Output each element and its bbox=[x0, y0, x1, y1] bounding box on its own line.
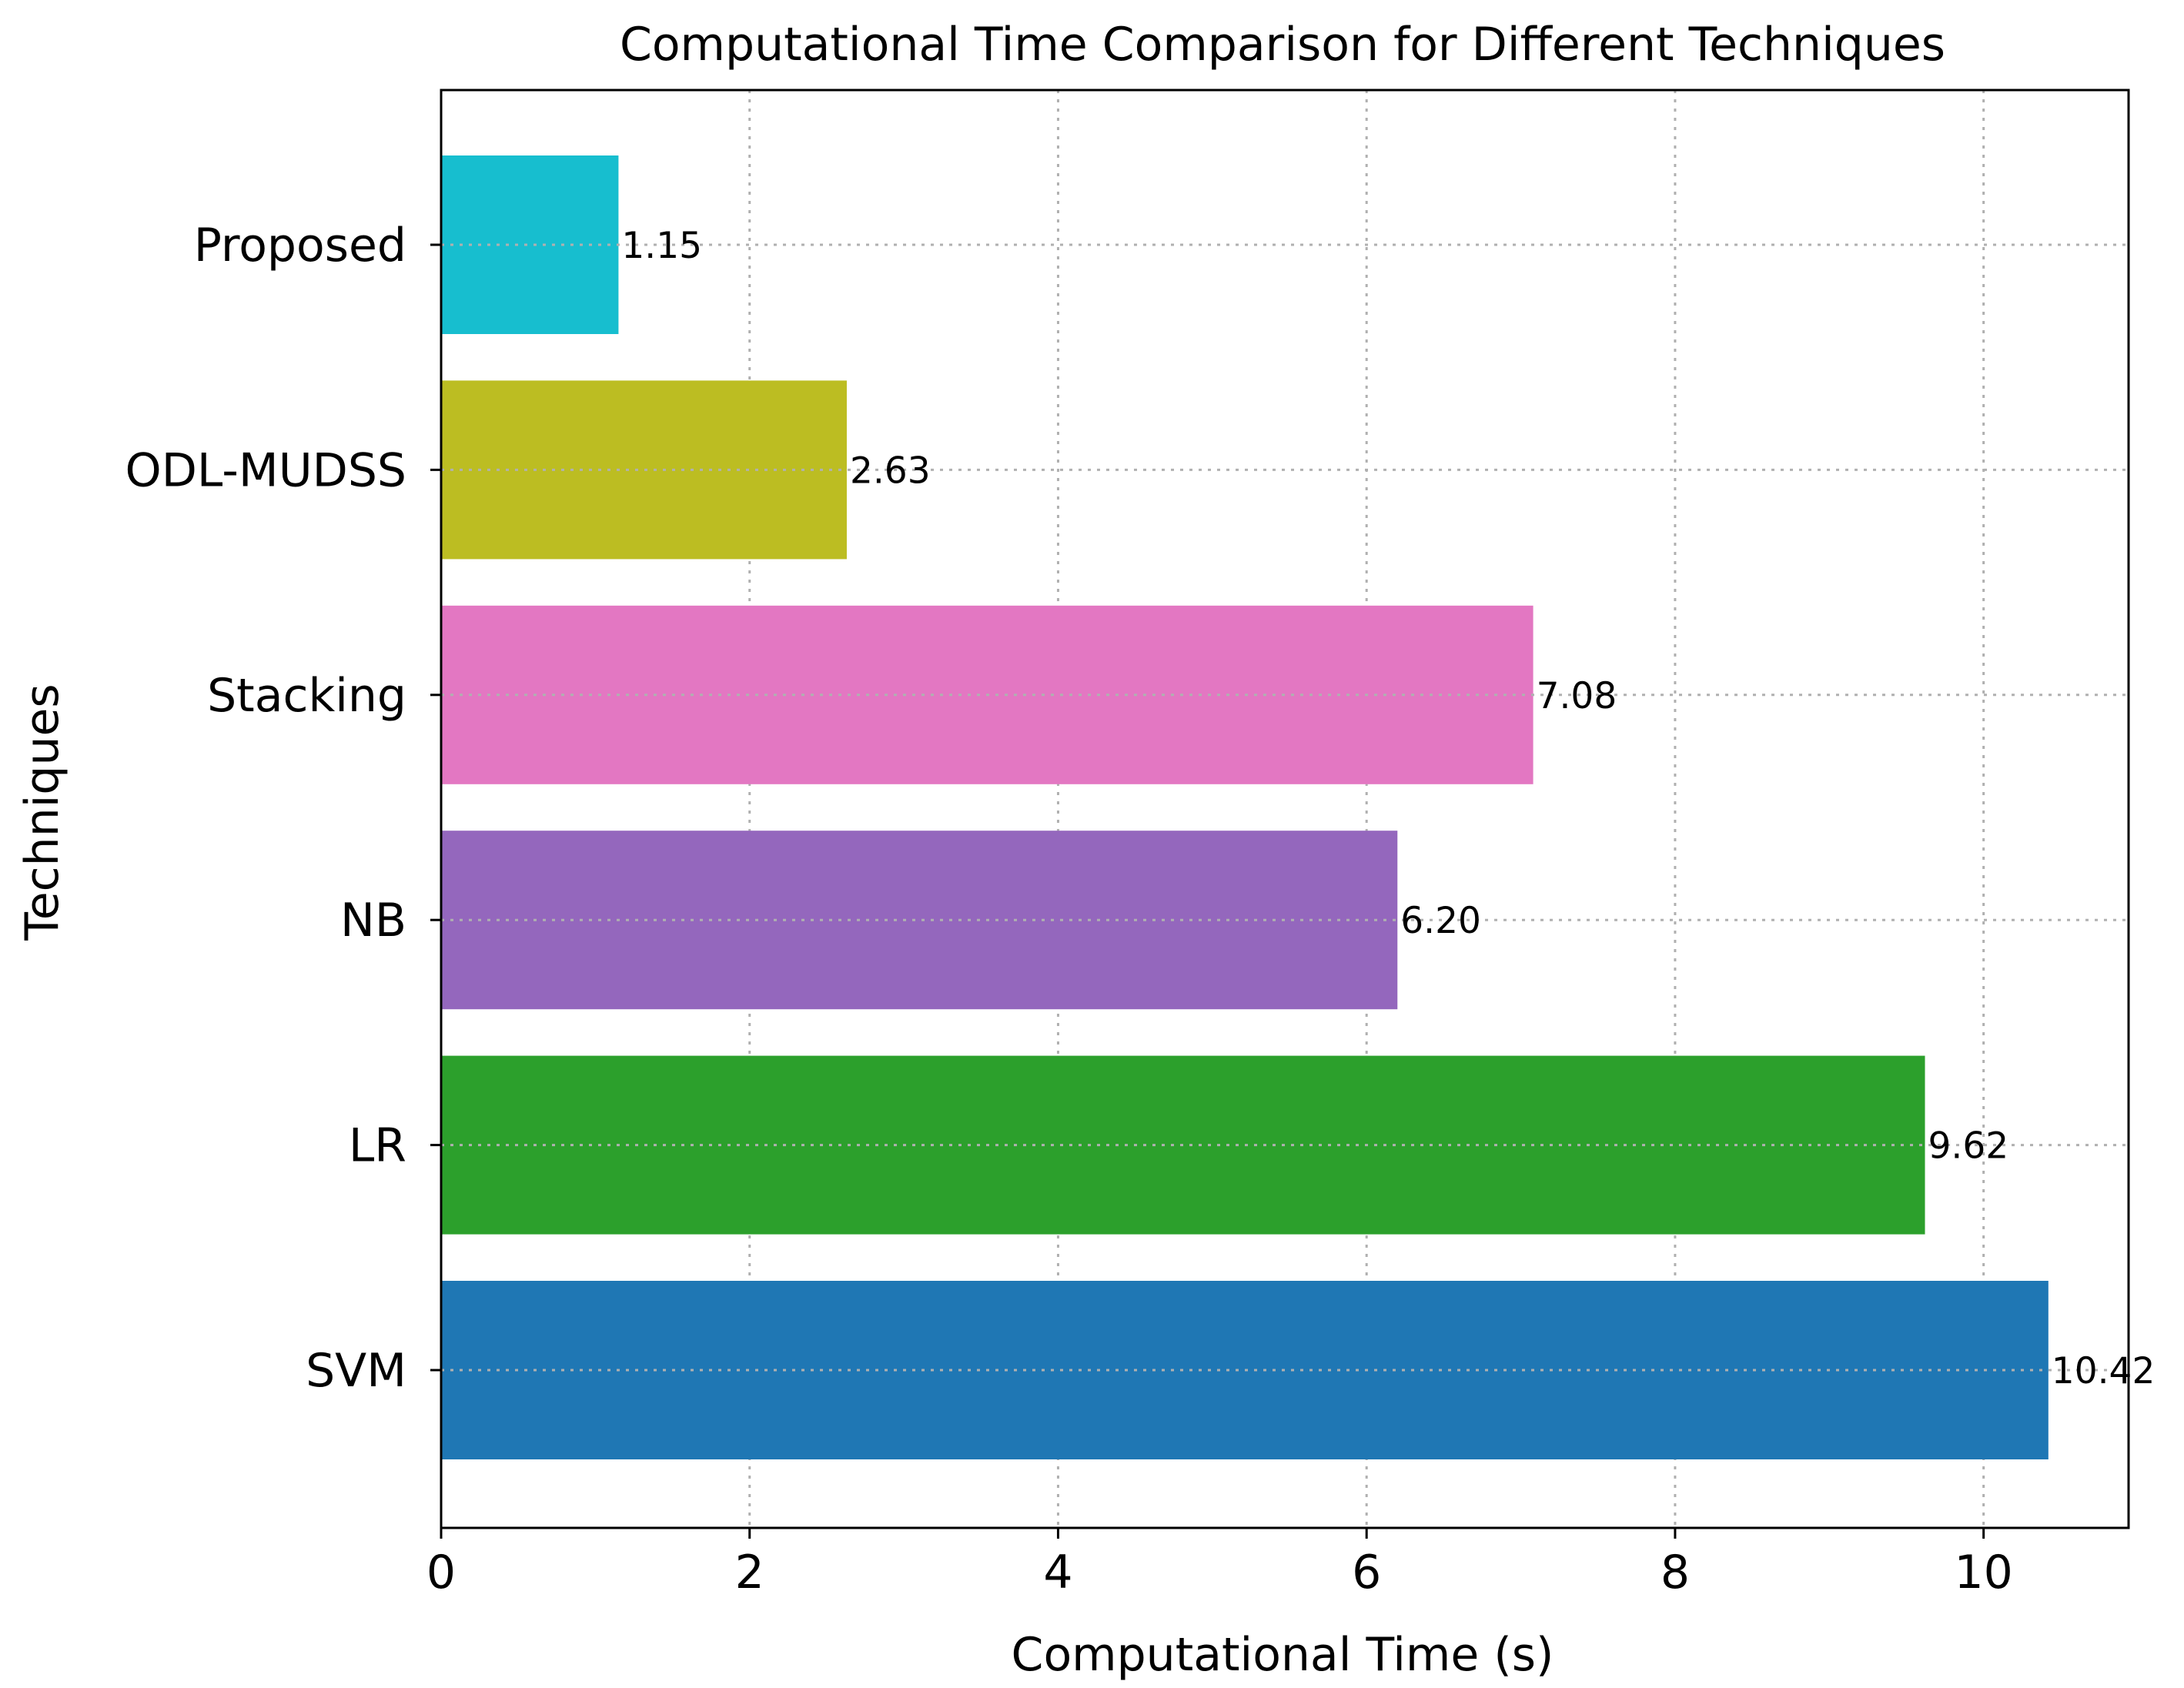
plot-area-frame bbox=[440, 89, 2130, 1529]
x-tick-label: 4 bbox=[1043, 1546, 1072, 1599]
y-tick-label-nb: NB bbox=[340, 894, 406, 948]
x-tick-label: 2 bbox=[735, 1546, 764, 1599]
bar-nb bbox=[441, 831, 1398, 1010]
y-tick-label-proposed: Proposed bbox=[194, 219, 406, 272]
chart-title: Computational Time Comparison for Differ… bbox=[620, 18, 1945, 72]
x-axis-ticks: 0 2 4 6 8 10 bbox=[426, 1528, 2013, 1599]
x-tick-label: 10 bbox=[1954, 1546, 2012, 1599]
bar-svm bbox=[441, 1281, 2049, 1459]
y-tick-label-svm: SVM bbox=[306, 1344, 406, 1398]
y-axis-label: Techniques bbox=[15, 684, 69, 941]
data-label-stacking: 7.08 bbox=[1537, 675, 1617, 717]
data-label-nb: 6.20 bbox=[1400, 900, 1481, 942]
x-tick-label: 8 bbox=[1661, 1546, 1690, 1599]
x-tick-label: 0 bbox=[426, 1546, 456, 1599]
y-tick-label-odl-mudss: ODL-MUDSS bbox=[125, 443, 406, 497]
y-tick-label-stacking: Stacking bbox=[207, 669, 406, 723]
x-tick-label: 6 bbox=[1352, 1546, 1381, 1599]
data-label-svm: 10.42 bbox=[2052, 1350, 2156, 1392]
data-labels: 10.42 9.62 6.20 7.08 2.63 1.15 bbox=[621, 225, 2155, 1392]
data-label-proposed: 1.15 bbox=[621, 225, 702, 267]
x-axis-label: Computational Time (s) bbox=[1012, 1628, 1554, 1682]
y-tick-label-lr: LR bbox=[349, 1119, 406, 1173]
y-axis-ticks: SVM LR NB Stacking ODL-MUDSS Proposed bbox=[125, 219, 441, 1398]
y-grid bbox=[441, 243, 2129, 1372]
data-label-lr: 9.62 bbox=[1928, 1125, 2009, 1168]
data-label-odl-mudss: 2.63 bbox=[850, 450, 931, 492]
